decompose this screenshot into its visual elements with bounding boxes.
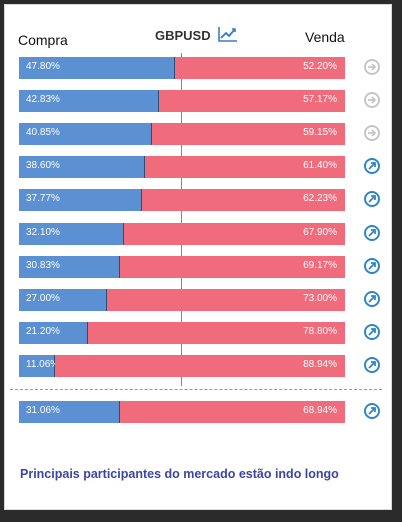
arrow-right-icon[interactable] [364, 92, 380, 108]
buy-segment: 30.83% [19, 256, 120, 278]
buy-segment: 32.10% [19, 223, 124, 245]
sentiment-row: 27.00% 73.00% [19, 289, 383, 311]
sell-percentage: 57.17% [303, 94, 337, 105]
buy-percentage: 40.85% [26, 127, 60, 138]
sell-segment: 62.23% [142, 189, 345, 211]
ratio-bar: 31.06% 68.94% [19, 401, 345, 423]
arrow-up-right-icon[interactable] [364, 324, 380, 340]
arrow-up-right-icon[interactable] [364, 191, 380, 207]
buy-segment: 11.06% [19, 355, 59, 377]
buy-segment: 42.83% [19, 90, 159, 112]
sell-segment: 67.90% [123, 223, 345, 245]
sentiment-row: 42.83% 57.17% [19, 90, 383, 112]
buy-percentage: 21.20% [26, 326, 60, 337]
sell-segment: 69.17% [119, 256, 345, 278]
footer-message: Principais participantes do mercado estã… [20, 467, 339, 481]
arrow-up-right-icon[interactable] [364, 258, 380, 274]
ratio-bar: 42.83% 57.17% [19, 90, 345, 112]
sentiment-row: 38.60% 61.40% [19, 156, 383, 178]
buy-segment: 27.00% [19, 289, 108, 311]
arrow-up-right-icon[interactable] [364, 357, 380, 373]
sell-percentage: 69.17% [303, 260, 337, 271]
summary-row: 31.06% 68.94% [19, 401, 383, 423]
buy-percentage: 27.00% [26, 293, 60, 304]
sell-percentage: 62.23% [303, 193, 337, 204]
arrow-up-right-icon[interactable] [364, 225, 380, 241]
buy-segment: 47.80% [19, 57, 175, 79]
arrow-up-right-icon[interactable] [364, 291, 380, 307]
arrow-right-icon[interactable] [364, 59, 380, 75]
ratio-bar: 32.10% 67.90% [19, 223, 345, 245]
buy-percentage: 42.83% [26, 94, 60, 105]
buy-percentage: 38.60% [26, 160, 60, 171]
buy-percentage: 32.10% [26, 227, 60, 238]
summary-divider [10, 389, 382, 390]
sell-percentage: 52.20% [303, 61, 337, 72]
sell-percentage: 67.90% [303, 227, 337, 238]
sell-segment: 78.80% [88, 322, 345, 344]
buy-segment: 37.77% [19, 189, 143, 211]
ratio-bar: 27.00% 73.00% [19, 289, 345, 311]
buy-percentage: 11.06% [26, 359, 60, 370]
sell-percentage: 59.15% [303, 127, 337, 138]
sentiment-row: 47.80% 52.20% [19, 57, 383, 79]
panel-header: Compra GBPUSD Venda [5, 5, 391, 55]
sell-segment: 88.94% [55, 355, 345, 377]
sell-percentage: 88.94% [303, 359, 337, 370]
sell-segment: 59.15% [152, 123, 345, 145]
sentiment-row: 21.20% 78.80% [19, 322, 383, 344]
sell-percentage: 73.00% [303, 293, 337, 304]
ratio-bar: 47.80% 52.20% [19, 57, 345, 79]
arrow-right-icon[interactable] [364, 125, 380, 141]
buy-segment: 38.60% [19, 156, 145, 178]
sell-segment: 52.20% [174, 57, 345, 79]
sentiment-row: 11.06% 88.94% [19, 355, 383, 377]
sell-column-label: Venda [305, 29, 345, 45]
buy-segment: 31.06% [19, 401, 121, 423]
ratio-bar: 40.85% 59.15% [19, 123, 345, 145]
sell-segment: 68.94% [120, 401, 345, 423]
sell-percentage: 68.94% [303, 405, 337, 416]
arrow-up-right-icon[interactable] [364, 403, 380, 419]
sell-percentage: 61.40% [303, 160, 337, 171]
buy-percentage: 30.83% [26, 260, 60, 271]
sentiment-row: 32.10% 67.90% [19, 223, 383, 245]
sell-segment: 61.40% [144, 156, 345, 178]
sell-percentage: 78.80% [303, 326, 337, 337]
buy-percentage: 37.77% [26, 193, 60, 204]
buy-column-label: Compra [18, 32, 68, 48]
sentiment-row: 37.77% 62.23% [19, 189, 383, 211]
trend-chart-icon[interactable] [217, 25, 239, 43]
sentiment-row: 30.83% 69.17% [19, 256, 383, 278]
center-line [181, 53, 182, 386]
sentiment-row: 40.85% 59.15% [19, 123, 383, 145]
ratio-bar: 37.77% 62.23% [19, 189, 345, 211]
ratio-bar: 21.20% 78.80% [19, 322, 345, 344]
sentiment-panel: Compra GBPUSD Venda 47.80% 52.20% 42.83% 57… [4, 4, 392, 510]
buy-percentage: 47.80% [26, 61, 60, 72]
buy-segment: 21.20% [19, 322, 89, 344]
buy-segment: 40.85% [19, 123, 153, 145]
sell-segment: 73.00% [107, 289, 345, 311]
sentiment-rows: 47.80% 52.20% 42.83% 57.17% 40.85% 59.15% 38.6… [5, 5, 391, 509]
ratio-bar: 38.60% 61.40% [19, 156, 345, 178]
ratio-bar: 30.83% 69.17% [19, 256, 345, 278]
buy-percentage: 31.06% [26, 405, 60, 416]
arrow-up-right-icon[interactable] [364, 158, 380, 174]
sell-segment: 57.17% [158, 90, 345, 112]
symbol-title: GBPUSD [155, 28, 211, 43]
ratio-bar: 11.06% 88.94% [19, 355, 345, 377]
